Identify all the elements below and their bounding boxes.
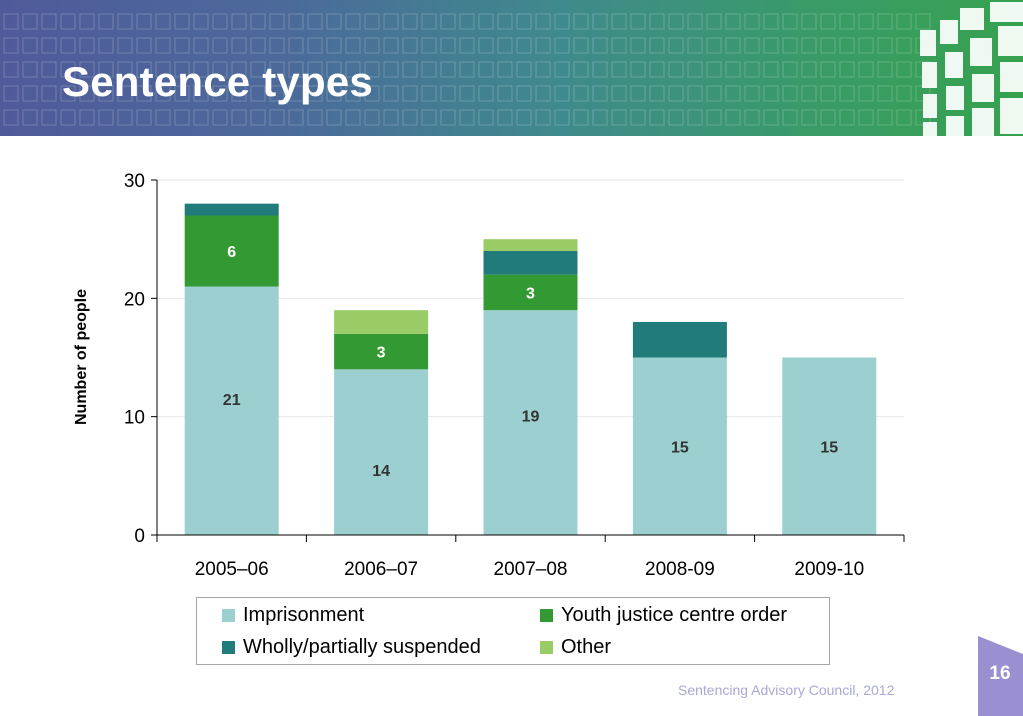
stacked-bar-chart: 21 6 14 3 19 3 15 15 0 10 20 30 2005–06 2006–07 2007–… xyxy=(73,171,905,580)
legend-swatch xyxy=(222,609,235,622)
legend-label: Other xyxy=(561,636,612,658)
legend-item-imprisonment: Imprisonment xyxy=(222,604,364,627)
bar-value-label: 15 xyxy=(671,439,689,456)
bar-youth_justice xyxy=(334,333,429,370)
bar-other xyxy=(334,310,429,334)
legend-swatch xyxy=(540,609,553,622)
legend-item-youth_justice: Youth justice centre order xyxy=(540,604,787,627)
slide-title: Sentence types xyxy=(62,58,373,105)
legend-swatch xyxy=(222,641,235,654)
bar-imprisonment xyxy=(782,357,877,535)
x-tick-label: 2009-10 xyxy=(794,559,864,580)
y-tick-label: 0 xyxy=(134,526,145,547)
axes: 0 10 20 30 2005–06 2006–07 2007–08 2008-09 2009-… xyxy=(124,171,905,580)
bar-imprisonment xyxy=(334,369,429,535)
page-number: 16 xyxy=(989,663,1011,684)
bar-imprisonment xyxy=(632,357,727,535)
chart-legend: Imprisonment Youth justice centre order Wh… xyxy=(196,597,830,665)
bar-value-label: 21 xyxy=(223,392,241,409)
bar-value-label: 19 xyxy=(522,409,540,426)
bar-value-label: 6 xyxy=(227,244,236,261)
bar-value-label: 15 xyxy=(820,439,838,456)
footer-credit: Sentencing Advisory Council, 2012 xyxy=(678,682,895,698)
bar-suspended xyxy=(632,322,727,358)
legend-label: Youth justice centre order xyxy=(561,604,788,626)
bar-value-label: 3 xyxy=(377,345,386,362)
header-pattern xyxy=(3,2,1023,136)
bar-value-label: 3 xyxy=(526,285,535,302)
y-tick-label: 10 xyxy=(124,408,145,429)
bar-youth_justice xyxy=(483,274,578,311)
legend-swatch xyxy=(540,641,553,654)
y-tick-label: 30 xyxy=(124,171,145,192)
bar-youth_justice xyxy=(184,215,279,287)
bar-suspended xyxy=(483,251,578,275)
y-axis-title: Number of people xyxy=(73,289,90,425)
bar-imprisonment xyxy=(483,310,578,535)
x-tick-label: 2008-09 xyxy=(645,559,715,580)
x-tick-label: 2005–06 xyxy=(195,559,269,580)
page-number-tab xyxy=(978,636,1023,716)
x-tick-label: 2006–07 xyxy=(344,559,418,580)
bar-value-label: 14 xyxy=(372,463,390,480)
legend-item-other: Other xyxy=(540,636,611,659)
x-tick-label: 2007–08 xyxy=(494,559,568,580)
bar-other xyxy=(483,239,578,251)
legend-label: Imprisonment xyxy=(243,604,365,626)
bar-suspended xyxy=(184,203,279,216)
header-banner: Sentence types xyxy=(0,0,1023,136)
bars: 21 6 14 3 19 3 15 15 xyxy=(184,203,877,535)
legend-label: Wholly/partially suspended xyxy=(243,636,481,658)
y-tick-label: 20 xyxy=(124,289,145,310)
bar-imprisonment xyxy=(184,286,279,535)
legend-item-suspended: Wholly/partially suspended xyxy=(222,636,481,659)
